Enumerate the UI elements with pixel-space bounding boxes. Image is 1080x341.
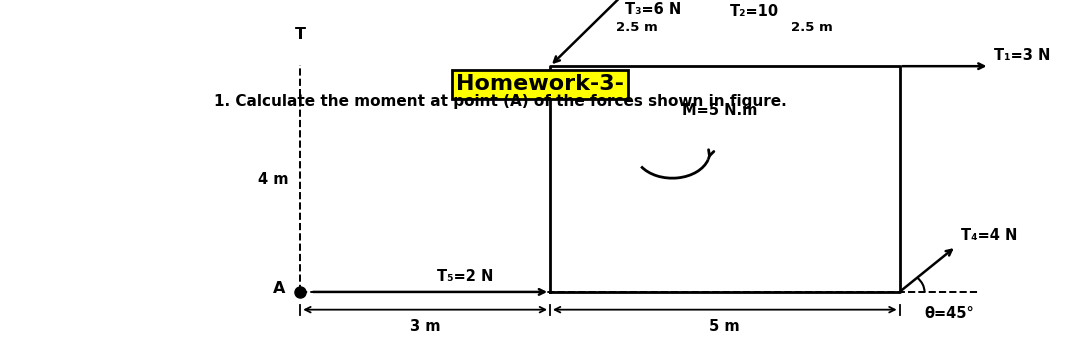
Text: T₅=2 N: T₅=2 N	[437, 269, 494, 284]
Text: Homework-3-: Homework-3-	[456, 74, 624, 94]
Text: M=5 N.m: M=5 N.m	[683, 103, 758, 118]
Text: 4 m: 4 m	[258, 172, 288, 187]
Text: T: T	[295, 27, 306, 42]
Text: T₃=6 N: T₃=6 N	[625, 2, 681, 17]
Text: 2.5 m: 2.5 m	[792, 21, 833, 34]
Text: T₄=4 N: T₄=4 N	[961, 228, 1017, 243]
Text: 3 m: 3 m	[410, 319, 441, 334]
Text: T₂=10: T₂=10	[730, 4, 779, 19]
Text: 1. Calculate the moment at point (A) of the forces shown in figure.: 1. Calculate the moment at point (A) of …	[214, 94, 786, 109]
Text: 2.5 m: 2.5 m	[617, 21, 658, 34]
Text: θ=45°: θ=45°	[924, 307, 974, 322]
Text: T₁=3 N: T₁=3 N	[995, 48, 1051, 63]
Text: A: A	[273, 281, 285, 296]
Text: 5 m: 5 m	[710, 319, 740, 334]
